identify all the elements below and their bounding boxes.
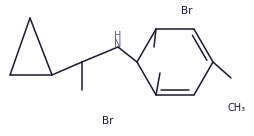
Text: Br: Br	[102, 116, 113, 126]
Text: N: N	[114, 39, 121, 49]
Text: H: H	[114, 31, 121, 41]
Text: CH₃: CH₃	[227, 103, 245, 113]
Text: Br: Br	[180, 6, 192, 16]
